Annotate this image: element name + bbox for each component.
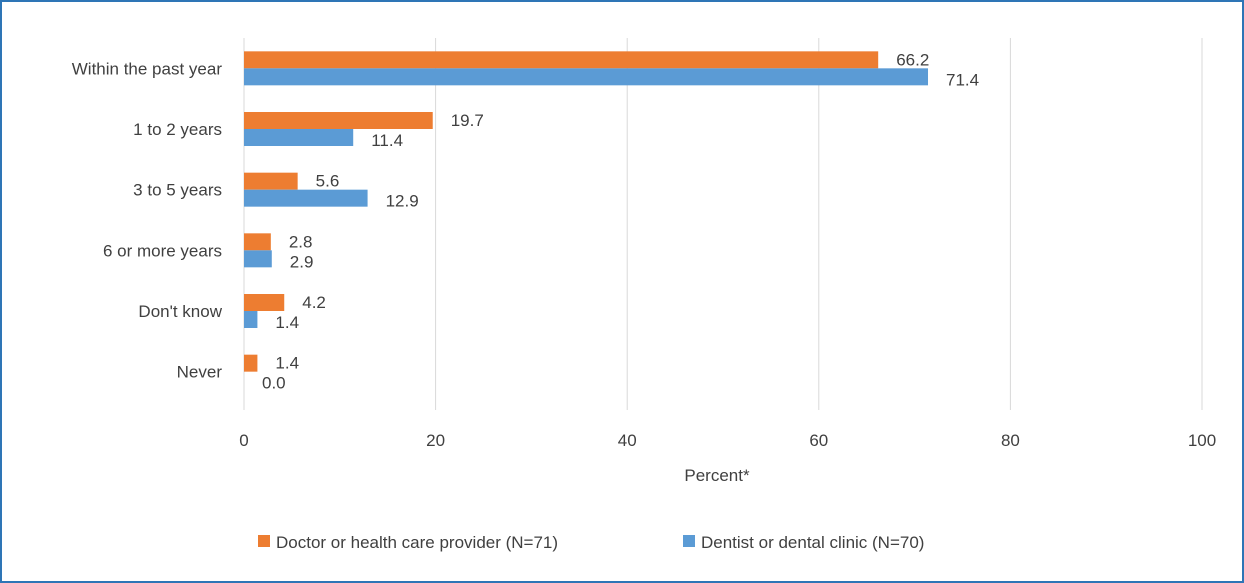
value-label: 1.4 bbox=[275, 313, 299, 332]
bar-dentist bbox=[244, 129, 354, 146]
value-label: 66.2 bbox=[896, 50, 929, 69]
value-label: 12.9 bbox=[386, 192, 419, 211]
legend-label: Dentist or dental clinic (N=70) bbox=[701, 533, 924, 552]
value-label: 11.4 bbox=[371, 131, 403, 150]
x-tick-label: 0 bbox=[239, 431, 248, 450]
value-labels: 66.271.419.711.45.612.92.82.94.21.41.40.… bbox=[262, 50, 979, 392]
value-label: 2.8 bbox=[289, 232, 313, 251]
category-label: 1 to 2 years bbox=[133, 120, 222, 139]
value-label: 19.7 bbox=[451, 111, 484, 130]
category-label: Don't know bbox=[138, 302, 222, 321]
value-label: 71.4 bbox=[946, 70, 979, 89]
gridlines bbox=[243, 38, 1203, 410]
bars bbox=[244, 51, 929, 372]
value-label: 1.4 bbox=[275, 354, 299, 373]
bar-dentist bbox=[244, 311, 258, 328]
bar-dentist bbox=[244, 189, 368, 207]
bar-dentist bbox=[244, 250, 272, 268]
value-label: 2.9 bbox=[290, 252, 314, 271]
value-label: 0.0 bbox=[262, 374, 286, 393]
bar-doctor bbox=[244, 112, 433, 129]
bar-dentist bbox=[244, 68, 929, 86]
x-axis: 0 20 40 60 80 100 bbox=[239, 431, 1216, 450]
x-tick-label: 60 bbox=[809, 431, 828, 450]
category-label: 3 to 5 years bbox=[133, 181, 222, 200]
legend-label: Doctor or health care provider (N=71) bbox=[276, 533, 558, 552]
x-axis-title: Percent* bbox=[684, 466, 750, 485]
legend-swatch bbox=[258, 535, 270, 547]
x-tick-label: 80 bbox=[1001, 431, 1020, 450]
category-label: Never bbox=[177, 363, 223, 382]
category-label: 6 or more years bbox=[103, 241, 222, 260]
x-tick-label: 40 bbox=[618, 431, 637, 450]
bar-doctor bbox=[244, 233, 271, 251]
y-axis: Within the past year 1 to 2 years 3 to 5 y… bbox=[72, 59, 223, 381]
value-label: 5.6 bbox=[316, 172, 340, 191]
bar-doctor bbox=[244, 51, 879, 69]
legend-swatch bbox=[683, 535, 695, 547]
bar-doctor bbox=[244, 172, 298, 190]
category-label: Within the past year bbox=[72, 59, 223, 78]
bar-doctor bbox=[244, 354, 258, 372]
x-tick-label: 100 bbox=[1188, 431, 1216, 450]
x-tick-label: 20 bbox=[426, 431, 445, 450]
legend: Doctor or health care provider (N=71) Den… bbox=[258, 533, 924, 552]
bar-doctor bbox=[244, 294, 285, 311]
value-label: 4.2 bbox=[302, 293, 326, 312]
